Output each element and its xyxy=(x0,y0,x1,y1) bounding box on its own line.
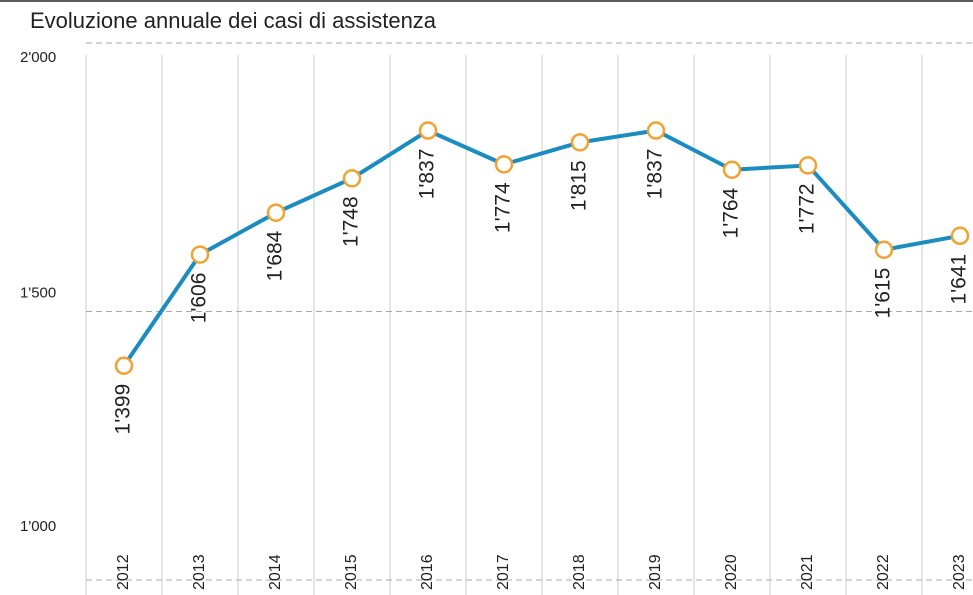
x-tick-label: 2018 xyxy=(571,554,588,590)
value-label: 1'764 xyxy=(720,187,743,238)
x-tick-label: 2022 xyxy=(875,554,892,590)
marker xyxy=(570,133,590,152)
x-tick-label: 2012 xyxy=(115,554,132,590)
marker xyxy=(190,245,210,264)
marker xyxy=(266,203,286,222)
marker xyxy=(722,160,742,179)
x-tick-label: 2021 xyxy=(799,554,816,590)
x-tick-label: 2017 xyxy=(495,554,512,590)
value-label: 1'399 xyxy=(112,384,135,435)
x-tick-label: 2016 xyxy=(419,554,436,590)
x-tick-label: 2020 xyxy=(723,554,740,590)
value-label: 1'837 xyxy=(644,149,667,200)
y-tick-label: 1'000 xyxy=(20,518,56,535)
x-tick-label: 2013 xyxy=(191,554,208,590)
line xyxy=(122,128,961,367)
marker xyxy=(646,121,666,140)
y-tick-label: 1'500 xyxy=(20,284,56,301)
y-tick-label: 2'000 xyxy=(20,49,56,66)
marker xyxy=(798,156,818,175)
value-label: 1'772 xyxy=(796,183,819,234)
value-label: 1'815 xyxy=(568,160,591,211)
value-label: 1'606 xyxy=(188,273,211,324)
marker xyxy=(950,226,970,246)
chart-title: Evoluzione annuale dei casi di assistenz… xyxy=(30,8,437,33)
marker xyxy=(114,356,134,375)
x-tick-label: 2019 xyxy=(647,554,664,590)
x-tick-label: 2014 xyxy=(267,554,284,590)
marker xyxy=(342,169,362,188)
x-tick-label: 2015 xyxy=(343,554,360,590)
value-label: 1'837 xyxy=(416,149,439,200)
value-label: 1'684 xyxy=(264,230,287,281)
value-label: 1'641 xyxy=(948,254,971,305)
marker xyxy=(494,155,514,174)
value-label: 1'774 xyxy=(492,182,515,233)
value-label: 1'615 xyxy=(872,268,895,319)
marker xyxy=(874,240,894,259)
marker xyxy=(418,121,438,140)
value-label: 1'748 xyxy=(340,196,363,247)
x-tick-label: 2023 xyxy=(951,554,968,590)
